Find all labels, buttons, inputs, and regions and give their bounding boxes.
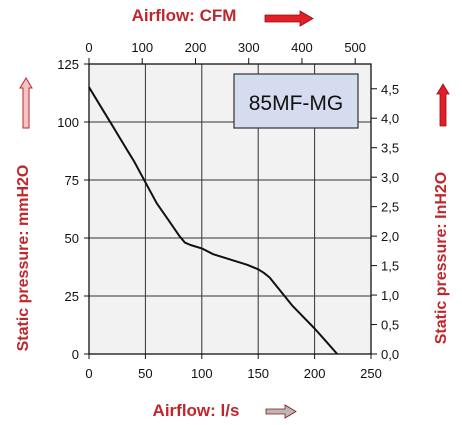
left-tick-label: 125 [57,57,79,72]
bottom-arrow-icon [265,404,297,419]
left-tick-label: 100 [57,115,79,130]
bottom-tick-label: 250 [360,366,382,381]
bottom-tick-label: 50 [138,366,152,381]
model-label-box: 85MF-MG [233,73,359,129]
right-tick-label: 3,5 [381,141,399,156]
right-axis-title: Static pressure: InH2O [433,172,450,345]
right-arrow-icon [436,83,450,127]
left-tick-label: 0 [72,347,79,362]
right-tick-label: 0,0 [381,347,399,362]
right-tick-label: 2,0 [381,229,399,244]
axes [84,58,377,359]
right-tick-label: 4,5 [381,82,399,97]
top-axis-title: Airflow: CFM [132,6,237,25]
left-tick-label: 75 [65,173,79,188]
left-tick-label: 25 [65,289,79,304]
bottom-tick-label: 100 [191,366,213,381]
top-arrow-icon [264,10,314,27]
top-tick-label: 0 [85,40,92,55]
plot-frame [88,63,372,355]
series-layer [88,86,338,355]
right-tick-label: 3,0 [381,170,399,185]
top-tick-label: 400 [291,40,313,55]
top-tick-label: 300 [238,40,260,55]
right-tick-label: 1,5 [381,259,399,274]
bottom-tick-label: 200 [304,366,326,381]
right-tick-label: 1,0 [381,288,399,303]
tick-labels: 0 100 200 300 400 500 0 50 100 150 200 250 0 25 50 75 10… [57,40,399,381]
bottom-axis-title: Airflow: l/s [153,401,240,420]
bottom-tick-label: 150 [247,366,269,381]
left-arrow-icon [19,77,33,129]
left-tick-label: 50 [65,231,79,246]
right-tick-label: 0,5 [381,318,399,333]
top-tick-label: 500 [344,40,366,55]
performance-curve [88,86,338,355]
model-label: 85MF-MG [249,92,344,115]
top-tick-label: 200 [185,40,207,55]
right-tick-label: 2,5 [381,200,399,215]
left-axis-title: Static pressure: mmH2O [15,165,32,352]
top-tick-label: 100 [131,40,153,55]
bottom-tick-label: 0 [85,366,92,381]
right-tick-label: 4,0 [381,111,399,126]
